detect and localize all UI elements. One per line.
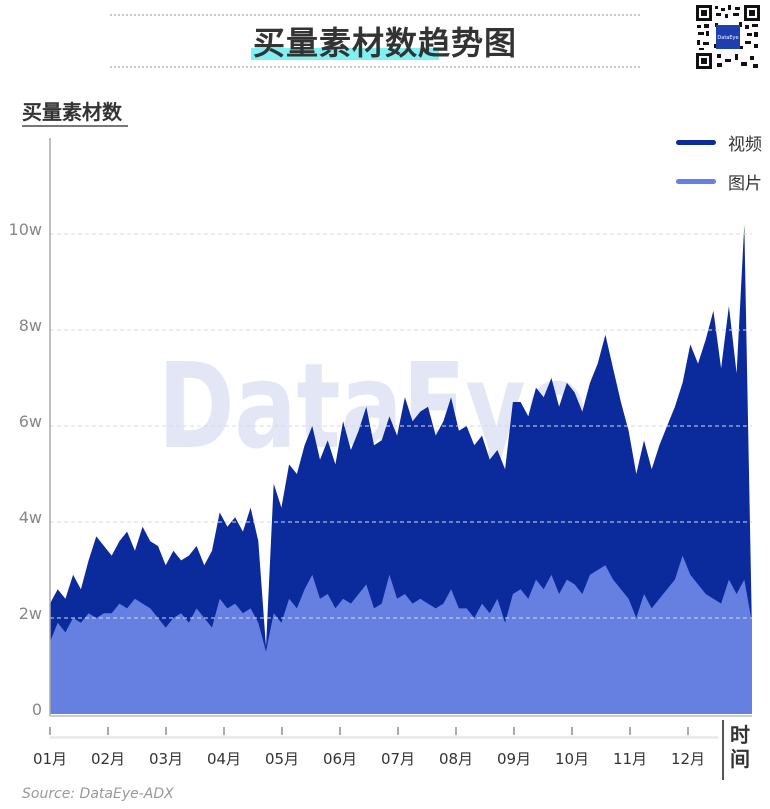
x-tick-apr: 04月 (206, 750, 242, 768)
x-tick-dec: 12月 (670, 750, 706, 768)
x-tick-jul: 07月 (380, 750, 416, 768)
x-axis-title: 时间 (730, 723, 750, 771)
x-tick-mar: 03月 (148, 750, 184, 768)
x-tick-may: 05月 (264, 750, 300, 768)
title-bottom-divider (110, 66, 640, 68)
legend-label-video: 视频 (728, 135, 762, 155)
title-highlight (250, 48, 439, 60)
legend-label-image: 图片 (728, 174, 762, 194)
legend-swatch-image (676, 179, 716, 184)
x-tick-feb: 02月 (90, 750, 126, 768)
x-tick-sep: 09月 (496, 750, 532, 768)
x-axis-title-divider (722, 720, 724, 780)
qr-code-icon: DataEye (695, 4, 761, 70)
y-tick-8w: 8w (18, 316, 42, 335)
y-axis-title: 买量素材数 (22, 100, 122, 124)
grid-lines (50, 233, 752, 619)
legend-swatch-video (676, 140, 716, 145)
y-tick-6w: 6w (18, 412, 42, 431)
legend-item-image[interactable]: 图片 (676, 169, 762, 194)
y-tick-4w: 4w (18, 508, 42, 527)
title-block: 买量素材数趋势图 (0, 18, 770, 64)
x-axis-ticks (49, 727, 689, 735)
x-tick-aug: 08月 (438, 750, 474, 768)
svg-text:DataEye: DataEye (717, 35, 738, 41)
source-note: Source: DataEye-ADX (22, 786, 174, 802)
y-tick-10w: 10w (8, 220, 42, 239)
x-tick-nov: 11月 (612, 750, 648, 768)
y-axis-title-underline (22, 125, 128, 127)
title-top-divider (110, 14, 640, 16)
page-title: 买量素材数趋势图 (250, 24, 517, 62)
x-tick-jun: 06月 (322, 750, 358, 768)
x-tick-jan: 01月 (32, 750, 68, 768)
image-area (50, 555, 752, 714)
y-tick-0: 0 (31, 700, 42, 719)
x-tick-oct: 10月 (554, 750, 590, 768)
legend-item-video[interactable]: 视频 (676, 130, 762, 155)
y-tick-2w: 2w (18, 604, 42, 623)
x-axis-track (50, 736, 718, 739)
